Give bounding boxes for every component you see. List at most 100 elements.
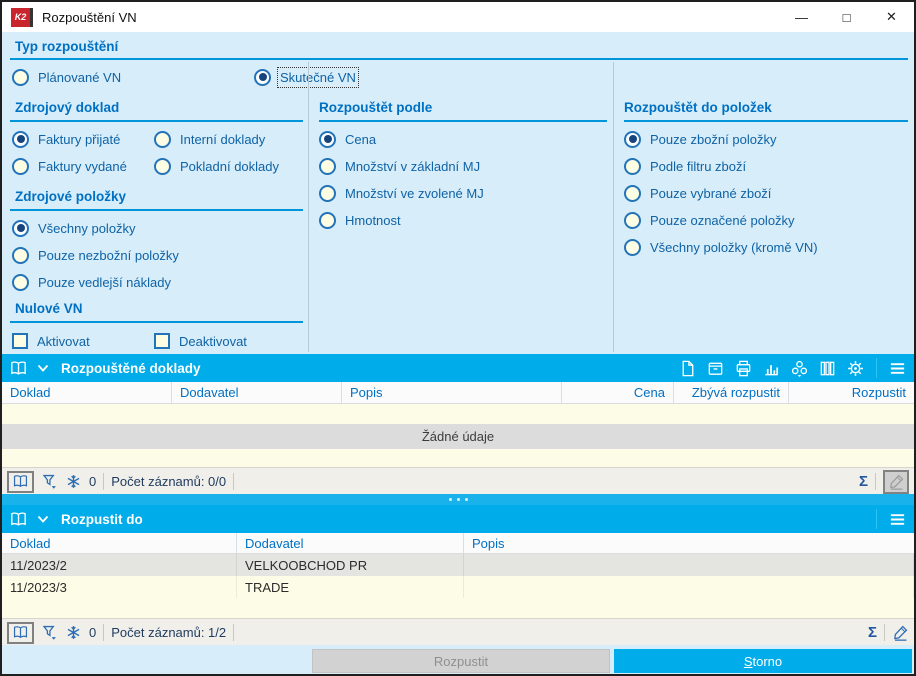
archive-box-icon[interactable] <box>706 359 725 378</box>
option-pouze-vybrane: Pouze vybrané zboží <box>624 182 818 204</box>
radio-planovane-vn[interactable] <box>12 68 29 86</box>
checkbox-aktivovat[interactable] <box>12 333 28 349</box>
grid-rozpustit-do: Rozpustit do Doklad Dodavatel Popis 11/2… <box>2 505 914 646</box>
column-divider <box>613 62 614 352</box>
snowflake-icon[interactable] <box>65 473 82 490</box>
divider <box>10 58 908 60</box>
cluster-icon[interactable] <box>790 359 809 378</box>
section-title-typ: Typ rozpouštění <box>15 39 119 54</box>
option-vsechny-polozky: Všechny položky <box>12 217 179 239</box>
radio-label: Pokladní doklady <box>180 158 280 174</box>
printer-icon[interactable] <box>734 359 753 378</box>
close-button[interactable]: ✕ <box>886 9 897 24</box>
column-header-doklad[interactable]: Doklad <box>2 382 172 403</box>
book-icon[interactable] <box>9 510 28 529</box>
empty-grid-row[interactable] <box>2 404 914 424</box>
radio-pouze-zbozni[interactable] <box>624 130 641 148</box>
grid-status-bar: 0 Počet záznamů: 1/2 Σ <box>2 618 914 646</box>
edit-pencil-icon[interactable] <box>892 624 909 641</box>
snowflake-icon[interactable] <box>65 624 82 641</box>
radio-group-zdrojovy-doklad: Faktury přijaté Interní doklady Faktury … <box>12 128 304 177</box>
sum-sigma-icon[interactable]: Σ <box>858 473 868 490</box>
filter-icon[interactable] <box>41 473 58 490</box>
column-header-popis[interactable]: Popis <box>342 382 562 403</box>
toolbar-divider <box>876 509 877 529</box>
checkbox-deaktivovat[interactable] <box>154 333 170 349</box>
radio-mnozstvi-zakladni[interactable] <box>319 157 336 175</box>
grid-header-bar: Rozpustit do <box>2 505 914 533</box>
book-icon[interactable] <box>9 359 28 378</box>
table-row[interactable]: 11/2023/3 TRADE <box>2 576 914 598</box>
radio-podle-filtru[interactable] <box>624 157 641 175</box>
column-header-rozpustit[interactable]: Rozpustit <box>851 385 906 400</box>
option-pokladni-doklady: Pokladní doklady <box>154 155 304 177</box>
radio-faktury-vydane[interactable] <box>12 157 29 175</box>
maximize-button[interactable]: □ <box>842 9 851 25</box>
grid-body-fill <box>2 598 914 618</box>
option-podle-filtru: Podle filtru zboží <box>624 155 818 177</box>
book-view-button[interactable] <box>7 470 34 493</box>
column-header-doklad[interactable]: Doklad <box>2 533 237 553</box>
radio-pouze-vybrane[interactable] <box>624 184 641 202</box>
column-header-dodavatel[interactable]: Dodavatel <box>172 382 342 403</box>
cell-dodavatel: TRADE <box>237 576 464 598</box>
divider <box>319 120 607 122</box>
new-document-icon[interactable] <box>678 359 697 378</box>
window-title: Rozpouštění VN <box>42 9 137 25</box>
frozen-count: 0 <box>89 625 97 640</box>
radio-vsechny-polozky[interactable] <box>12 219 29 237</box>
gear-icon[interactable] <box>846 359 865 378</box>
radio-pouze-nezbozni[interactable] <box>12 246 29 264</box>
grid-splitter-handle[interactable] <box>2 494 914 505</box>
edit-pencil-icon[interactable] <box>883 469 909 494</box>
chevron-down-icon[interactable] <box>36 512 50 526</box>
book-view-button[interactable] <box>7 621 34 644</box>
radio-group-rozpoustet-podle: Cena Množství v základní MJ Množství ve … <box>319 128 484 231</box>
status-divider <box>233 473 235 490</box>
filter-icon[interactable] <box>41 624 58 641</box>
radio-label: Plánované VN <box>38 69 122 85</box>
rozpustit-button[interactable]: Rozpustit <box>312 649 610 673</box>
grid-title: Rozpustit do <box>61 511 143 527</box>
menu-icon[interactable] <box>888 359 907 378</box>
bar-chart-icon[interactable] <box>762 359 781 378</box>
column-header-popis[interactable]: Popis <box>472 535 505 551</box>
grid-column-headers: Doklad Dodavatel Popis <box>2 533 914 554</box>
grid-toolbar <box>678 358 907 378</box>
column-header-cena[interactable]: Cena <box>562 382 674 403</box>
radio-skutecne-vn[interactable] <box>254 68 271 86</box>
radio-pokladni-doklady[interactable] <box>154 157 171 175</box>
option-faktury-vydane: Faktury vydané <box>12 155 154 177</box>
frozen-count: 0 <box>89 474 97 489</box>
radio-pouze-vedlejsi[interactable] <box>12 273 29 291</box>
table-row[interactable]: 11/2023/2 VELKOOBCHOD PR <box>2 554 914 576</box>
radio-hmotnost[interactable] <box>319 211 336 229</box>
radio-label: Pouze zbožní položky <box>650 131 777 147</box>
section-title-zdrojovy-doklad: Zdrojový doklad <box>15 100 120 115</box>
sum-sigma-icon[interactable]: Σ <box>867 624 877 641</box>
radio-vsechny-krome-vn[interactable] <box>624 238 641 256</box>
radio-faktury-prijate[interactable] <box>12 130 29 148</box>
radio-mnozstvi-zvolene[interactable] <box>319 184 336 202</box>
menu-icon[interactable] <box>888 510 907 529</box>
divider <box>624 120 908 122</box>
radio-label: Pouze nezbožní položky <box>38 247 179 263</box>
column-divider <box>308 62 309 352</box>
columns-icon[interactable] <box>818 359 837 378</box>
radio-cena[interactable] <box>319 130 336 148</box>
column-header-dodavatel[interactable]: Dodavatel <box>237 533 464 553</box>
radio-label: Skutečné VN <box>277 66 359 88</box>
grid-column-headers: Doklad Dodavatel Popis Cena Zbývá rozpus… <box>2 382 914 404</box>
option-cena: Cena <box>319 128 484 150</box>
radio-interni-doklady[interactable] <box>154 130 171 148</box>
minimize-button[interactable]: — <box>795 9 808 25</box>
chevron-down-icon[interactable] <box>36 361 50 375</box>
grid-rozpoustene-doklady: Rozpouštěné doklady Doklad Dodavatel Pop… <box>2 354 914 495</box>
column-header-zbyva-rozpustit[interactable]: Zbývá rozpustit <box>674 382 789 403</box>
cell-popis <box>464 554 914 576</box>
radio-pouze-oznacene[interactable] <box>624 211 641 229</box>
cell-dodavatel: VELKOOBCHOD PR <box>237 554 464 576</box>
storno-button-label: torno <box>752 653 783 669</box>
